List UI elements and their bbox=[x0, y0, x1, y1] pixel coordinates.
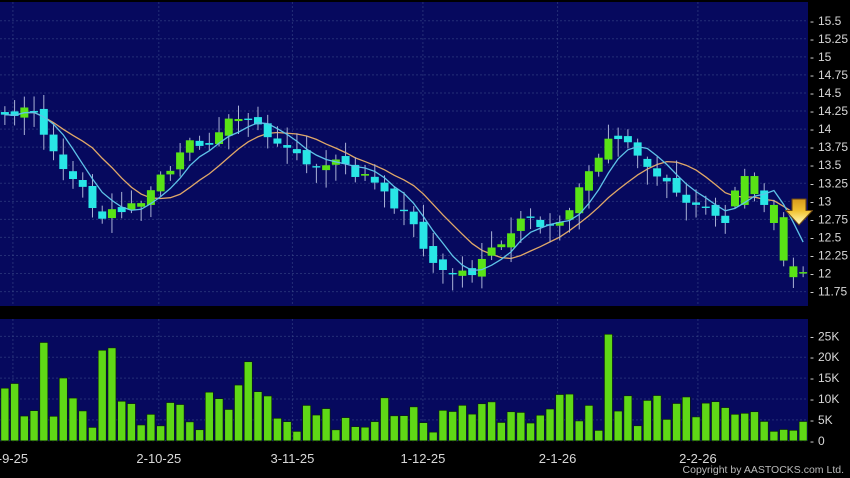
svg-text:15: 15 bbox=[818, 50, 832, 64]
svg-text:14: 14 bbox=[818, 122, 832, 136]
svg-text:14.25: 14.25 bbox=[818, 104, 848, 118]
svg-text:-: - bbox=[810, 371, 814, 385]
svg-text:12: 12 bbox=[818, 267, 832, 281]
svg-text:20K: 20K bbox=[818, 350, 839, 364]
svg-text:5K: 5K bbox=[818, 413, 833, 427]
svg-text:-: - bbox=[810, 434, 814, 448]
svg-text:-: - bbox=[810, 212, 814, 226]
svg-text:-: - bbox=[810, 176, 814, 190]
svg-text:15.5: 15.5 bbox=[818, 14, 842, 28]
svg-text:12.25: 12.25 bbox=[818, 248, 848, 262]
svg-text:25K: 25K bbox=[818, 329, 839, 343]
svg-text:-: - bbox=[810, 230, 814, 244]
svg-text:15.25: 15.25 bbox=[818, 32, 848, 46]
svg-text:-: - bbox=[810, 329, 814, 343]
svg-text:-: - bbox=[810, 50, 814, 64]
svg-text:13: 13 bbox=[818, 194, 832, 208]
svg-text:11.75: 11.75 bbox=[818, 285, 847, 299]
svg-text:12.75: 12.75 bbox=[818, 212, 848, 226]
svg-text:1-12-25: 1-12-25 bbox=[400, 451, 445, 466]
svg-text:-: - bbox=[810, 122, 814, 136]
svg-text:14.75: 14.75 bbox=[818, 68, 848, 82]
svg-text:13.25: 13.25 bbox=[818, 176, 848, 190]
svg-text:-: - bbox=[810, 14, 814, 28]
svg-text:-: - bbox=[810, 350, 814, 364]
svg-text:-: - bbox=[810, 285, 814, 299]
svg-text:-: - bbox=[810, 194, 814, 208]
svg-text:-: - bbox=[810, 104, 814, 118]
svg-text:Copyright by AASTOCKS.com Ltd.: Copyright by AASTOCKS.com Ltd. bbox=[683, 464, 844, 476]
svg-text:13.5: 13.5 bbox=[818, 158, 842, 172]
svg-text:-: - bbox=[810, 158, 814, 172]
svg-text:-: - bbox=[810, 86, 814, 100]
svg-text:13.75: 13.75 bbox=[818, 140, 848, 154]
svg-text:-: - bbox=[810, 392, 814, 406]
svg-text:-: - bbox=[810, 140, 814, 154]
svg-text:-: - bbox=[810, 68, 814, 82]
svg-text:0: 0 bbox=[818, 434, 825, 448]
svg-text:2-10-25: 2-10-25 bbox=[136, 451, 181, 466]
svg-text:-: - bbox=[810, 413, 814, 427]
svg-text:-: - bbox=[810, 248, 814, 262]
svg-text:15K: 15K bbox=[818, 371, 839, 385]
svg-text:2-1-26: 2-1-26 bbox=[539, 451, 577, 466]
svg-text:14.5: 14.5 bbox=[818, 86, 842, 100]
svg-text:-: - bbox=[810, 267, 814, 281]
svg-text:10K: 10K bbox=[818, 392, 839, 406]
svg-text:3-11-25: 3-11-25 bbox=[270, 451, 314, 466]
svg-text:-9-25: -9-25 bbox=[0, 451, 28, 466]
svg-text:-: - bbox=[810, 32, 814, 46]
svg-text:12.5: 12.5 bbox=[818, 230, 842, 244]
